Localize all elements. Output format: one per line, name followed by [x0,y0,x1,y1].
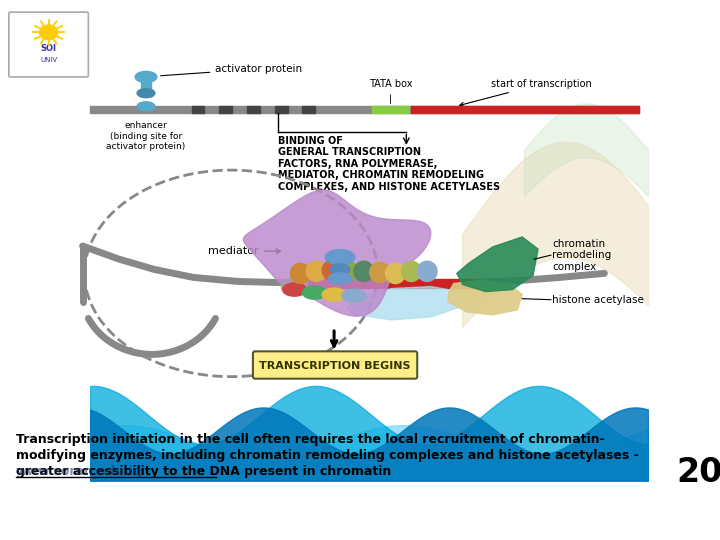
Ellipse shape [323,288,346,301]
Ellipse shape [302,286,326,299]
Text: start of transcription: start of transcription [460,79,591,106]
Bar [247,106,260,113]
Ellipse shape [342,289,366,302]
Polygon shape [243,190,431,316]
Polygon shape [347,287,461,320]
FancyBboxPatch shape [253,352,418,379]
Polygon shape [457,237,538,292]
Circle shape [402,261,421,281]
Circle shape [307,261,326,281]
Text: UNIV: UNIV [40,57,57,63]
Bar [275,106,287,113]
Ellipse shape [328,273,352,284]
Ellipse shape [330,264,350,275]
Text: Transcription initiation in the cell often requires the local recruitment of chr: Transcription initiation in the cell oft… [16,434,605,447]
Bar [302,106,315,113]
Bar [372,106,410,113]
Text: SOI: SOI [40,44,57,53]
Circle shape [290,263,310,284]
Text: modifying enzymes, including chromatin remodeling complexes and histone acetylas: modifying enzymes, including chromatin r… [16,449,639,462]
Text: chromatin
remodeling
complex: chromatin remodeling complex [552,239,611,272]
Polygon shape [448,280,522,315]
Ellipse shape [283,283,307,296]
Bar [411,106,639,113]
Text: www.soran.edu.iq: www.soran.edu.iq [16,465,143,478]
Bar [141,77,151,93]
Text: 20: 20 [677,456,720,489]
Circle shape [323,260,342,280]
Bar [89,106,639,113]
FancyBboxPatch shape [9,12,89,77]
Text: BINDING OF
GENERAL TRANSCRIPTION
FACTORS, RNA POLYMERASE,
MEDIATOR, CHROMATIN RE: BINDING OF GENERAL TRANSCRIPTION FACTORS… [278,136,500,192]
Text: histone acetylase: histone acetylase [552,295,644,305]
Text: TRANSCRIPTION BEGINS: TRANSCRIPTION BEGINS [259,361,411,370]
Text: greater accessibility to the DNA present in chromatin: greater accessibility to the DNA present… [16,465,391,478]
Text: enhancer
(binding site for
activator protein): enhancer (binding site for activator pro… [107,122,186,151]
Bar [281,280,308,287]
Ellipse shape [325,249,355,265]
Text: TATA box: TATA box [369,79,413,104]
Circle shape [386,263,405,284]
Circle shape [418,261,437,281]
Text: mediator: mediator [208,246,280,256]
Bar [308,280,474,287]
Circle shape [370,262,390,282]
Ellipse shape [137,89,155,98]
Bar [220,106,232,113]
Ellipse shape [135,71,157,83]
Text: activator protein: activator protein [161,64,302,76]
Circle shape [354,261,374,281]
Bar [192,106,204,113]
Circle shape [40,25,58,40]
Circle shape [338,261,358,281]
Ellipse shape [137,102,155,111]
